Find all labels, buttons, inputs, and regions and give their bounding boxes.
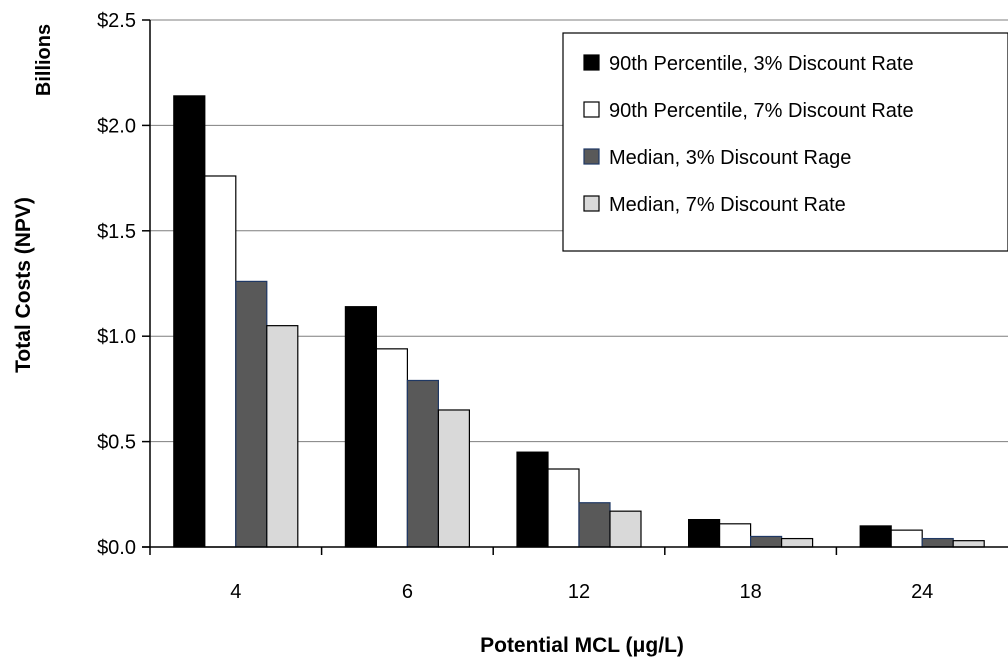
bar-6-series-3 — [406, 379, 439, 548]
bar-12-series-3 — [578, 502, 611, 548]
bar-24-series-1 — [859, 525, 892, 548]
x-ticks: 4 6 12 18 24 — [230, 547, 933, 603]
y-tick-label: $0.0 — [97, 537, 136, 559]
legend-box — [562, 32, 1008, 252]
bar-18-series-4 — [780, 537, 814, 548]
bar-12-series-2 — [547, 468, 580, 548]
legend-label: Median, 7% Discount Rate — [609, 194, 846, 216]
y-tick-label: $0.5 — [97, 432, 136, 454]
legend-label: 90th Percentile, 3% Discount Rate — [609, 53, 914, 75]
x-tick-label: 12 — [568, 581, 590, 603]
bar-4-series-3 — [235, 280, 268, 548]
y-tick-label: $2.5 — [97, 10, 136, 32]
bar-6-series-1 — [344, 306, 377, 548]
legend: 90th Percentile, 3% Discount Rate 90th Pe… — [562, 32, 1008, 252]
x-tick-label: 18 — [739, 581, 761, 603]
y-axis-title: Total Costs (NPV) — [12, 197, 35, 373]
bar-18-series-1 — [687, 518, 721, 548]
legend-swatch — [583, 101, 600, 118]
legend-label: Median, 3% Discount Rage — [609, 147, 851, 169]
y-tick-label: $1.0 — [97, 326, 136, 348]
legend-swatch — [583, 195, 600, 212]
bar-24-series-2 — [890, 529, 923, 548]
axes — [142, 20, 1008, 555]
y-ticks: $0.0 $0.5 $1.0 $1.5 $2.0 $2.5 — [97, 10, 150, 559]
y-units-label: Billions — [33, 24, 55, 96]
y-tick-label: $2.0 — [97, 115, 136, 137]
legend-swatch — [583, 148, 600, 165]
x-axis-title: Potential MCL (μg/L) — [480, 634, 684, 657]
bar-12-series-1 — [516, 451, 549, 548]
bar-4-series-2 — [204, 175, 237, 548]
bar-12-series-4 — [609, 510, 642, 548]
bar-18-series-3 — [749, 535, 783, 548]
bar-18-series-2 — [718, 523, 752, 548]
bar-4-series-1 — [173, 95, 206, 548]
x-tick-label: 24 — [911, 581, 933, 603]
legend-swatch — [583, 54, 600, 71]
bar-24-series-3 — [921, 537, 954, 548]
y-tick-label: $1.5 — [97, 221, 136, 243]
bar-24-series-4 — [952, 540, 985, 548]
legend-label: 90th Percentile, 7% Discount Rate — [609, 100, 914, 122]
x-tick-label: 4 — [230, 581, 241, 603]
bar-4-series-4 — [266, 325, 299, 548]
x-tick-label: 6 — [402, 581, 413, 603]
bars — [173, 95, 985, 548]
bar-6-series-4 — [437, 409, 470, 548]
bar-6-series-2 — [375, 348, 408, 548]
